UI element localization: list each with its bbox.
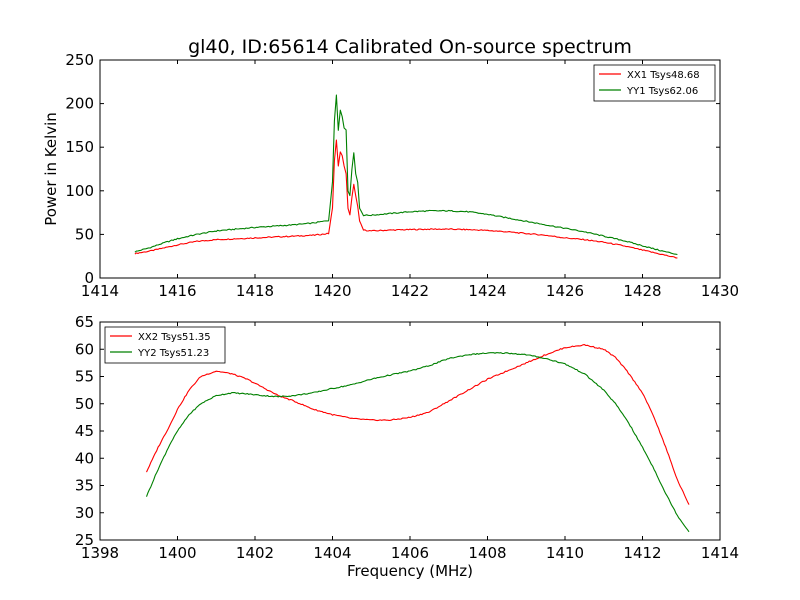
bottom-y-tick-label: 60 [75,340,94,358]
bottom-x-tick-label: 1404 [313,544,351,562]
bottom-y-tick-label: 65 [75,313,94,331]
top-x-tick-label: 1414 [81,282,119,300]
top-legend-label-xx1: XX1 Tsys48.68 [627,70,700,81]
bottom-x-tick-label: 1410 [546,544,584,562]
bottom-x-tick-label: 1406 [391,544,429,562]
x-axis-label: Frequency (MHz) [347,562,473,580]
top-ticks-layer: 1414 1416 1418 1420 1422 1424 1426 1428 1430 0 50 1… [65,51,739,300]
bottom-panel: 1398 1400 1402 1404 1406 1408 1410 1412 1414 25 30… [75,313,739,580]
bottom-y-tick-label: 25 [75,531,94,549]
top-series-line-2 [134,94,678,256]
top-x-tick-label: 1420 [313,282,351,300]
top-x-tick-label: 1418 [236,282,274,300]
bottom-y-tick-label: 45 [75,422,94,440]
bottom-legend-label-yy2: YY2 Tsys51.23 [137,348,209,359]
bottom-y-tick-label: 50 [75,395,94,413]
top-legend: XX1 Tsys48.68 YY1 Tsys62.06 [593,64,716,102]
bottom-series-layer [145,344,690,533]
top-y-tick-label: 0 [84,269,94,287]
bottom-x-tick-label: 1408 [468,544,506,562]
bottom-ticks-layer: 1398 1400 1402 1404 1406 1408 1410 1412 1414 25 30… [75,313,739,562]
top-x-tick-label: 1416 [158,282,196,300]
bottom-y-tick-label: 55 [75,368,94,386]
top-y-tick-label: 150 [65,138,94,156]
top-x-tick-label: 1424 [468,282,506,300]
top-legend-box [593,64,716,102]
top-legend-label-yy1: YY1 Tsys62.06 [626,86,698,97]
top-x-tick-label: 1430 [701,282,739,300]
bottom-x-tick-label: 1400 [158,544,196,562]
top-y-tick-label: 200 [65,95,94,113]
bottom-series-line-2 [145,352,690,533]
top-panel: 1414 1416 1418 1420 1422 1424 1426 1428 1430 0 50 1… [42,51,739,300]
top-x-tick-label: 1428 [623,282,661,300]
chart-title: gl40, ID:65614 Calibrated On-source spec… [188,36,632,58]
top-series-layer [134,94,678,259]
bottom-series-line-1 [146,344,690,505]
top-y-tick-label: 250 [65,51,94,69]
bottom-x-tick-label: 1402 [236,544,274,562]
top-y-tick-label: 50 [75,225,94,243]
bottom-legend-label-xx2: XX2 Tsys51.35 [138,332,211,343]
top-x-tick-label: 1426 [546,282,584,300]
bottom-y-tick-label: 30 [75,504,94,522]
top-y-axis-label: Power in Kelvin [42,112,60,226]
top-series-line-1 [134,139,678,259]
top-x-tick-label: 1422 [391,282,429,300]
bottom-legend-box [104,326,226,364]
bottom-x-tick-label: 1398 [81,544,119,562]
bottom-legend: XX2 Tsys51.35 YY2 Tsys51.23 [104,326,226,364]
top-y-tick-label: 100 [65,182,94,200]
bottom-x-tick-label: 1414 [701,544,739,562]
bottom-y-tick-label: 35 [75,477,94,495]
bottom-x-tick-label: 1412 [623,544,661,562]
bottom-y-tick-label: 40 [75,449,94,467]
